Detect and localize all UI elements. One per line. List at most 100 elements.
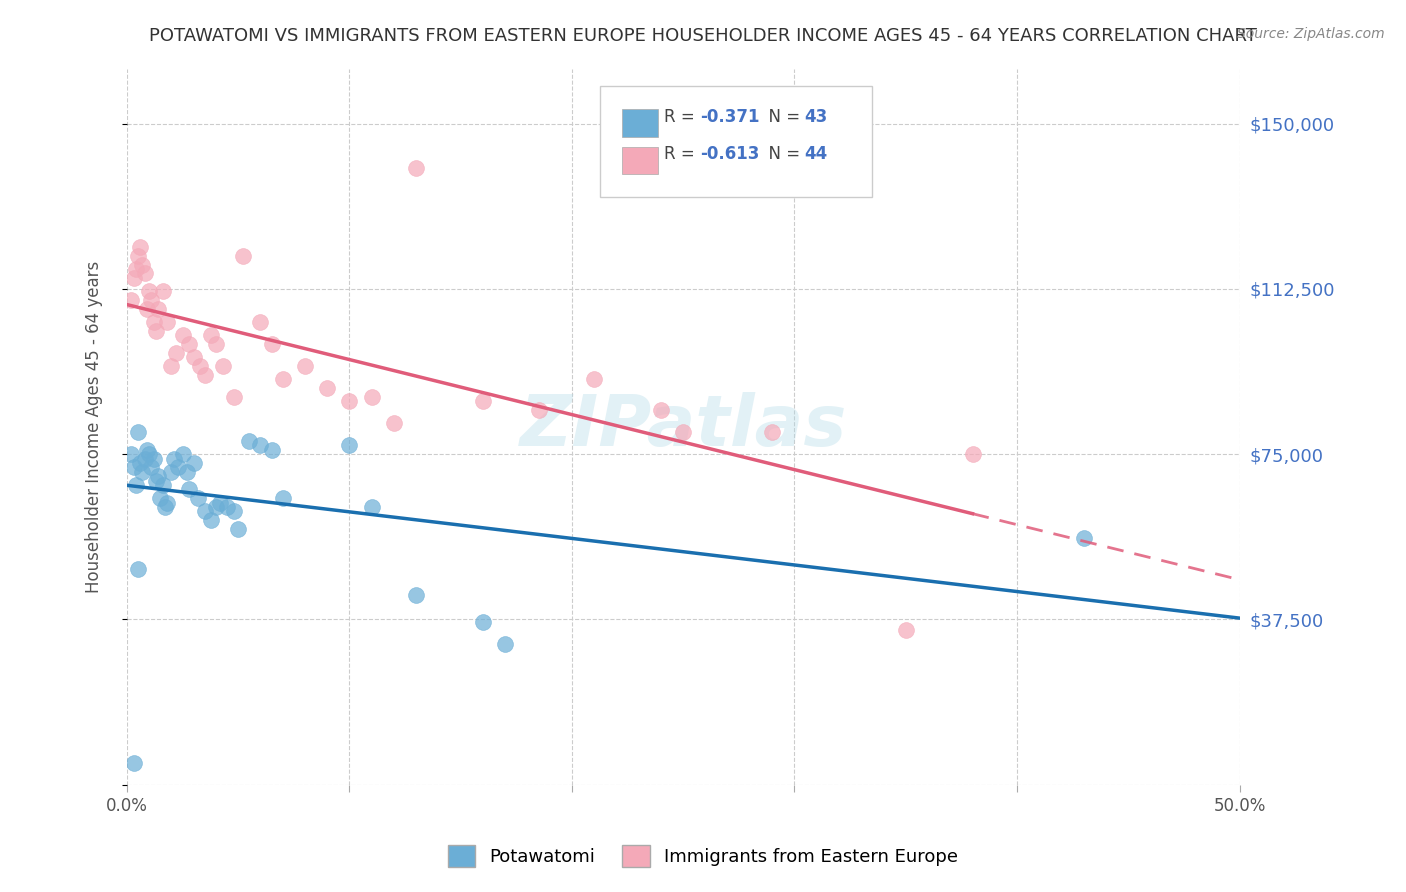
FancyBboxPatch shape — [600, 87, 872, 197]
Point — [152, 478, 174, 492]
Point — [136, 301, 159, 316]
Point — [122, 271, 145, 285]
Point — [131, 258, 153, 272]
Legend: Potawatomi, Immigrants from Eastern Europe: Potawatomi, Immigrants from Eastern Euro… — [440, 838, 966, 874]
Text: -0.613: -0.613 — [700, 145, 759, 162]
Point — [200, 513, 222, 527]
Point — [129, 456, 152, 470]
Point — [165, 346, 187, 360]
Point — [260, 337, 283, 351]
Point — [209, 496, 232, 510]
Point — [167, 460, 190, 475]
Point — [405, 161, 427, 175]
Point — [894, 624, 917, 638]
Point — [149, 491, 172, 506]
Text: Source: ZipAtlas.com: Source: ZipAtlas.com — [1237, 27, 1385, 41]
Point — [136, 442, 159, 457]
Point — [205, 500, 228, 514]
FancyBboxPatch shape — [621, 110, 658, 136]
Text: N =: N = — [758, 145, 806, 162]
Point — [156, 315, 179, 329]
Point — [339, 438, 361, 452]
Point — [215, 500, 238, 514]
Point — [145, 474, 167, 488]
Text: R =: R = — [664, 145, 700, 162]
Text: R =: R = — [664, 108, 700, 126]
Point — [316, 381, 339, 395]
Point — [471, 615, 494, 629]
Point — [131, 465, 153, 479]
Point — [146, 301, 169, 316]
Point — [156, 496, 179, 510]
Point — [134, 267, 156, 281]
Point — [211, 359, 233, 373]
Point — [172, 328, 194, 343]
Point — [260, 442, 283, 457]
Point — [120, 293, 142, 307]
Point — [138, 284, 160, 298]
Point — [120, 447, 142, 461]
Point — [205, 337, 228, 351]
Text: 44: 44 — [804, 145, 828, 162]
Point — [122, 756, 145, 770]
Point — [271, 372, 294, 386]
Text: ZIPatlas: ZIPatlas — [520, 392, 846, 461]
Point — [583, 372, 606, 386]
Point — [142, 315, 165, 329]
Point — [141, 293, 163, 307]
Point — [127, 425, 149, 439]
Point — [127, 249, 149, 263]
Point — [176, 465, 198, 479]
Point — [125, 478, 148, 492]
Point — [271, 491, 294, 506]
Point — [222, 390, 245, 404]
Point — [238, 434, 260, 448]
Point — [194, 504, 217, 518]
Point — [200, 328, 222, 343]
Point — [153, 500, 176, 514]
Point — [405, 588, 427, 602]
Point — [142, 451, 165, 466]
Point — [172, 447, 194, 461]
Point — [527, 403, 550, 417]
Point — [962, 447, 984, 461]
Text: -0.371: -0.371 — [700, 108, 759, 126]
Text: N =: N = — [758, 108, 806, 126]
Point — [672, 425, 695, 439]
Point — [232, 249, 254, 263]
Point — [650, 403, 672, 417]
Point — [761, 425, 783, 439]
Point — [226, 522, 249, 536]
Point — [188, 359, 211, 373]
Text: 43: 43 — [804, 108, 828, 126]
Point — [339, 394, 361, 409]
Point — [382, 417, 405, 431]
Point — [122, 460, 145, 475]
Point — [360, 500, 382, 514]
Point — [138, 447, 160, 461]
Point — [183, 350, 205, 364]
Point — [163, 451, 186, 466]
Point — [194, 368, 217, 382]
FancyBboxPatch shape — [621, 146, 658, 174]
Point — [183, 456, 205, 470]
Point — [125, 262, 148, 277]
Point — [494, 637, 516, 651]
Point — [179, 483, 201, 497]
Point — [160, 465, 183, 479]
Point — [222, 504, 245, 518]
Point — [187, 491, 209, 506]
Point — [360, 390, 382, 404]
Y-axis label: Householder Income Ages 45 - 64 years: Householder Income Ages 45 - 64 years — [86, 260, 103, 593]
Point — [152, 284, 174, 298]
Point — [249, 438, 271, 452]
Point — [146, 469, 169, 483]
Point — [129, 240, 152, 254]
Point — [134, 451, 156, 466]
Point — [1073, 531, 1095, 545]
Point — [471, 394, 494, 409]
Point — [249, 315, 271, 329]
Point — [179, 337, 201, 351]
Point — [145, 324, 167, 338]
Point — [294, 359, 316, 373]
